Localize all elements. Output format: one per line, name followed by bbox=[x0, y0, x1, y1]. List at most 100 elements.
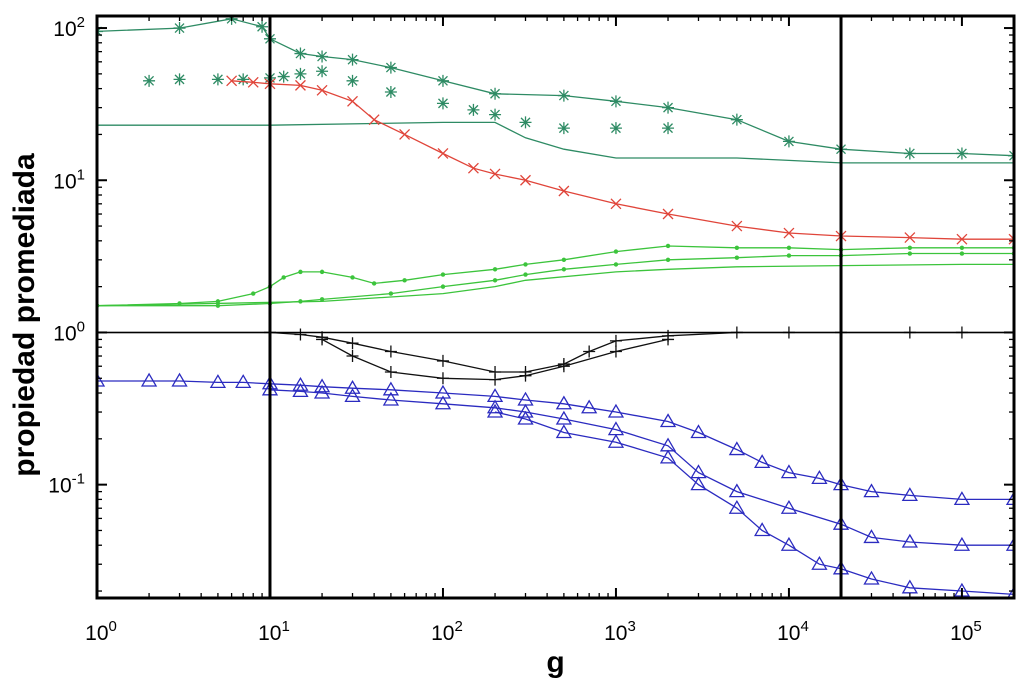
series-11-point bbox=[555, 424, 573, 439]
x-tick-label: 100 bbox=[85, 618, 117, 645]
series-1-point bbox=[173, 73, 186, 86]
series-0-point bbox=[346, 53, 359, 66]
series-3-point bbox=[783, 227, 795, 239]
series-9-point bbox=[754, 454, 771, 469]
series-9-point bbox=[863, 483, 880, 498]
series-9-point bbox=[344, 379, 361, 394]
series-9-point bbox=[97, 372, 106, 387]
series-4-point bbox=[613, 249, 619, 254]
series-1-point bbox=[467, 103, 480, 116]
series-8-point bbox=[662, 333, 675, 346]
series-6 bbox=[97, 263, 1014, 307]
series-10-point bbox=[313, 384, 331, 399]
series-8-point bbox=[346, 350, 359, 363]
series-4-point bbox=[665, 243, 671, 249]
series-9-point bbox=[901, 487, 918, 502]
series-8-point bbox=[609, 345, 622, 358]
x-tick-label: 104 bbox=[777, 618, 809, 645]
x-tick-label: 103 bbox=[604, 618, 636, 645]
series-5-point bbox=[907, 251, 913, 256]
x-tick-label: 102 bbox=[431, 618, 463, 645]
series-8-point bbox=[489, 373, 502, 386]
series-1-point bbox=[211, 73, 224, 86]
series-8-point bbox=[557, 360, 570, 373]
series-5 bbox=[97, 251, 1014, 308]
y-tick-label: 10-1 bbox=[48, 471, 85, 498]
series-4-point bbox=[402, 278, 407, 283]
series-10-point bbox=[382, 391, 400, 406]
series-0 bbox=[97, 16, 1014, 162]
series-3-point bbox=[904, 232, 916, 244]
series-11-point bbox=[607, 433, 625, 448]
series-6-line bbox=[97, 263, 1014, 307]
series-5-point bbox=[492, 278, 498, 283]
series-3-point bbox=[520, 174, 531, 186]
x-axis-label: g bbox=[546, 646, 564, 679]
series-9 bbox=[97, 372, 1014, 506]
y-tick-label: 100 bbox=[53, 318, 85, 345]
series-5-point bbox=[613, 262, 619, 267]
series-9-point bbox=[659, 413, 677, 428]
series-0-point bbox=[384, 61, 397, 74]
series-1-point bbox=[294, 67, 307, 80]
series-10-point bbox=[953, 536, 971, 551]
series-9-point bbox=[690, 424, 707, 439]
series-0-point bbox=[489, 87, 502, 100]
series-1-point bbox=[519, 116, 532, 129]
series-9-point bbox=[382, 381, 400, 396]
series-0-point bbox=[436, 74, 449, 87]
series-10-point bbox=[780, 499, 798, 514]
series-9-point bbox=[780, 464, 798, 479]
axis-ticks: 100 101 102 103 104 105 10-1 100 101 102 bbox=[48, 14, 1015, 645]
x-tick-label: 101 bbox=[258, 618, 290, 645]
series-11-point bbox=[486, 403, 504, 418]
series-8 bbox=[316, 333, 675, 386]
series-11-point bbox=[1007, 586, 1014, 598]
series-11-point bbox=[901, 579, 918, 594]
series-0-point bbox=[316, 50, 329, 63]
series-4-point bbox=[440, 272, 446, 277]
series-9-point bbox=[313, 378, 331, 393]
series-11-point bbox=[780, 536, 798, 551]
series-4-point bbox=[561, 257, 567, 263]
series-0-point bbox=[256, 20, 269, 33]
y-axis-label: propiedad promediada bbox=[8, 153, 41, 477]
series-5-point bbox=[215, 303, 221, 308]
series-3-point bbox=[467, 162, 479, 174]
series-4-point bbox=[298, 269, 303, 275]
reference-lines bbox=[97, 16, 1014, 598]
series-4-point bbox=[523, 262, 528, 267]
series-9-line bbox=[97, 380, 1014, 501]
series-11-point bbox=[659, 449, 677, 464]
y-tick-label: 101 bbox=[53, 166, 85, 193]
series-10-point bbox=[486, 399, 504, 414]
series-7-point bbox=[384, 345, 397, 358]
series-7-point bbox=[609, 334, 622, 347]
series-2 bbox=[97, 121, 1014, 164]
series-3-point bbox=[956, 233, 968, 245]
series-3-point bbox=[489, 168, 501, 180]
series-10-point bbox=[434, 395, 452, 410]
series-10-point bbox=[517, 403, 534, 418]
series-3-point bbox=[558, 185, 570, 197]
series-0-point bbox=[294, 47, 307, 60]
series-3-point bbox=[368, 114, 380, 126]
series-9-point bbox=[235, 374, 252, 389]
series-3-point bbox=[247, 76, 259, 88]
series-0-line bbox=[97, 18, 1014, 157]
series-5-point bbox=[319, 297, 325, 302]
series-5-point bbox=[561, 267, 567, 272]
series-4-point bbox=[907, 245, 913, 250]
series-4-point bbox=[734, 245, 740, 250]
series-11-point bbox=[517, 410, 534, 425]
series-8-point bbox=[519, 369, 532, 382]
series-11 bbox=[486, 403, 1014, 598]
series-1-point bbox=[316, 65, 329, 78]
series-4-point bbox=[371, 281, 377, 286]
series-8-point bbox=[436, 372, 449, 385]
series-8-point bbox=[316, 333, 329, 346]
plot-frame bbox=[95, 14, 1016, 600]
series-5-point bbox=[665, 257, 671, 263]
series-11-line bbox=[494, 411, 1014, 596]
series-5-point bbox=[786, 253, 792, 258]
